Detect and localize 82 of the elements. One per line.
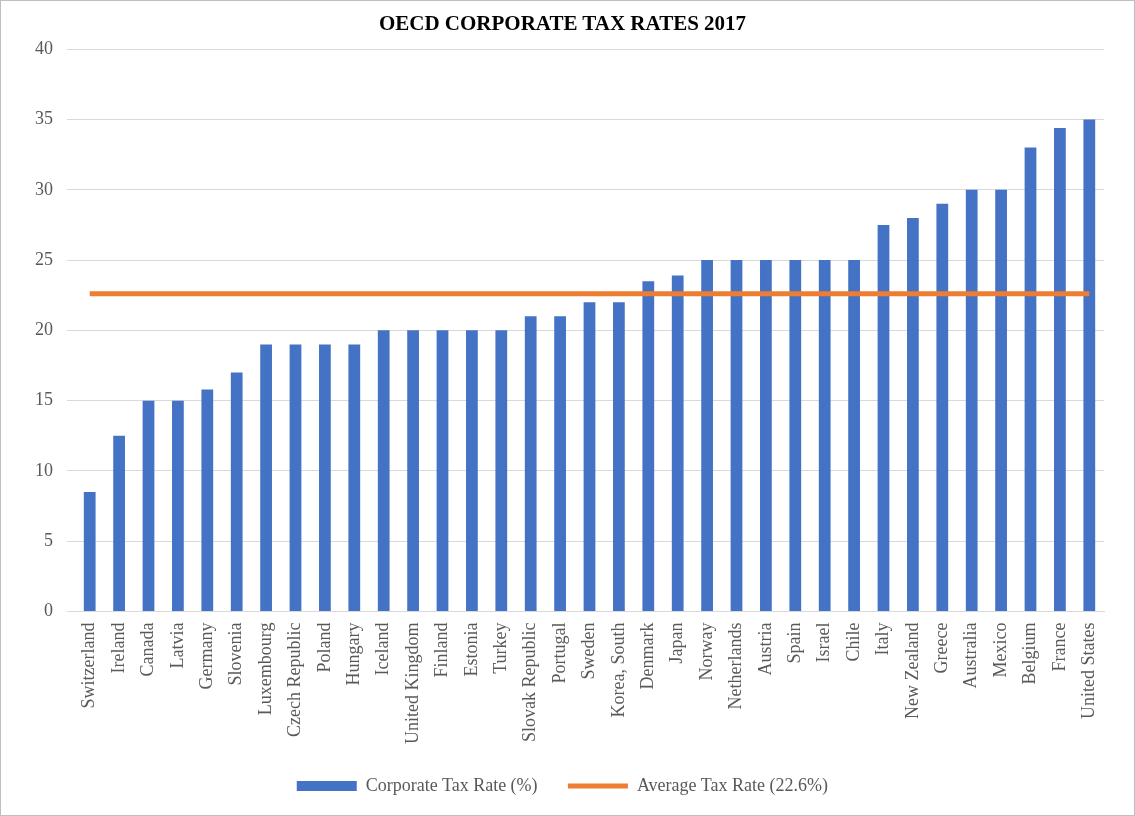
y-tick-label: 0 (44, 600, 53, 621)
x-tick-label: Luxembourg (254, 622, 275, 716)
x-tick-label: Finland (431, 622, 452, 678)
bar (877, 224, 890, 612)
x-tick-label: Belgium (1019, 622, 1040, 685)
x-tick-label: Mexico (989, 622, 1010, 678)
x-tick-label: Israel (813, 622, 834, 663)
bar (1054, 127, 1066, 612)
bar (142, 400, 155, 612)
bar (260, 344, 272, 612)
legend-label: Average Tax Rate (22.6%) (636, 774, 828, 796)
y-tick-label: 15 (35, 389, 53, 410)
x-tick-label: Slovenia (225, 622, 246, 686)
x-tick-label: Canada (137, 622, 158, 677)
bar (760, 260, 772, 612)
bar (83, 492, 96, 612)
x-tick-label: Japan (666, 622, 687, 664)
x-tick-label: Poland (313, 622, 334, 673)
bar (113, 435, 125, 612)
y-tick-label: 20 (35, 319, 53, 340)
bar (965, 189, 978, 612)
x-tick-label: Hungary (343, 622, 364, 686)
bar (671, 275, 684, 612)
bar (701, 260, 713, 612)
bar (319, 344, 331, 612)
bar (730, 260, 743, 612)
bar (789, 260, 802, 612)
bar (495, 330, 508, 612)
bar (466, 330, 478, 612)
x-tick-label: United Kingdom (401, 622, 422, 745)
bar (289, 344, 302, 612)
bar (172, 400, 184, 612)
bar (436, 330, 449, 612)
bar (848, 260, 860, 612)
x-tick-label: United States (1078, 622, 1099, 720)
bar (907, 217, 919, 612)
y-tick-label: 40 (35, 37, 53, 58)
bar (524, 316, 537, 612)
bar (377, 330, 390, 612)
x-tick-label: Korea, South (607, 622, 628, 718)
x-tick-label: Denmark (637, 622, 658, 690)
x-tick-label: Chile (842, 622, 863, 662)
bar (642, 281, 655, 612)
x-tick-label: Spain (784, 622, 805, 664)
y-tick-label: 25 (35, 248, 53, 269)
legend-label: Corporate Tax Rate (%) (365, 774, 538, 796)
x-tick-label: Australia (960, 622, 981, 689)
bar (583, 302, 596, 612)
x-tick-label: Austria (754, 622, 775, 676)
x-tick-label: Switzerland (78, 622, 99, 709)
y-tick-label: 10 (35, 459, 53, 480)
x-tick-label: Sweden (578, 622, 599, 680)
bar (995, 189, 1007, 612)
bar (1024, 147, 1037, 612)
y-tick-label: 30 (35, 178, 53, 199)
bar (230, 372, 243, 612)
x-tick-label: Czech Republic (284, 622, 305, 737)
x-tick-label: Germany (196, 622, 217, 690)
x-tick-label: Greece (931, 622, 952, 674)
x-tick-label: Italy (872, 622, 893, 656)
x-tick-label: Slovak Republic (519, 622, 540, 743)
x-tick-label: Ireland (107, 622, 128, 674)
x-tick-label: Netherlands (725, 622, 746, 710)
x-tick-label: Latvia (166, 622, 187, 669)
x-tick-label: New Zealand (901, 622, 922, 719)
bar (348, 344, 361, 612)
bar (1083, 119, 1096, 612)
x-tick-label: France (1048, 622, 1069, 672)
x-tick-label: Norway (695, 622, 716, 681)
bar (936, 203, 949, 612)
x-tick-label: Estonia (460, 622, 481, 677)
bar (201, 389, 214, 612)
bar (407, 330, 419, 612)
x-tick-label: Portugal (548, 622, 569, 684)
y-tick-label: 35 (35, 108, 53, 129)
x-tick-label: Iceland (372, 622, 393, 676)
x-tick-label: Turkey (490, 622, 511, 674)
chart-title: OECD CORPORATE TAX RATES 2017 (378, 11, 747, 36)
bar (554, 316, 566, 612)
y-tick-label: 5 (44, 529, 53, 550)
bar (613, 302, 625, 612)
bar (818, 260, 831, 612)
